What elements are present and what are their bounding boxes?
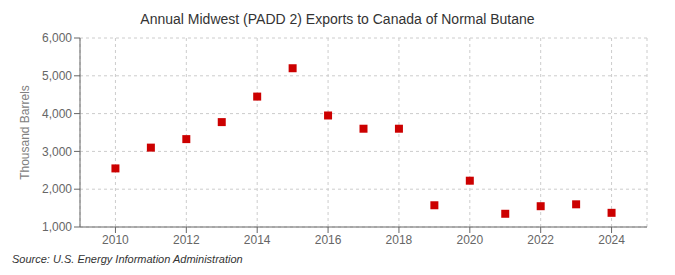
svg-text:1,000: 1,000 [42,220,72,234]
svg-text:Thousand Barrels: Thousand Barrels [18,85,32,180]
svg-text:2010: 2010 [102,233,129,247]
html-text:Annual Midwest (PADD 2) Export: Annual Midwest (PADD 2) Exports to Canad… [140,11,535,27]
svg-text:4,000: 4,000 [42,107,72,121]
svg-text:2022: 2022 [527,233,554,247]
svg-text:2024: 2024 [598,233,625,247]
svg-text:5,000: 5,000 [42,69,72,83]
svg-text:2016: 2016 [315,233,342,247]
svg-text:2,000: 2,000 [42,182,72,196]
svg-text:2012: 2012 [173,233,200,247]
svg-text:2014: 2014 [244,233,271,247]
svg-text:2020: 2020 [456,233,483,247]
svg-text:6,000: 6,000 [42,31,72,45]
svg-text:3,000: 3,000 [42,145,72,159]
svg-text:2018: 2018 [386,233,413,247]
html-text:Source: U.S. Energy Informatio: Source: U.S. Energy Information Administ… [12,253,243,265]
